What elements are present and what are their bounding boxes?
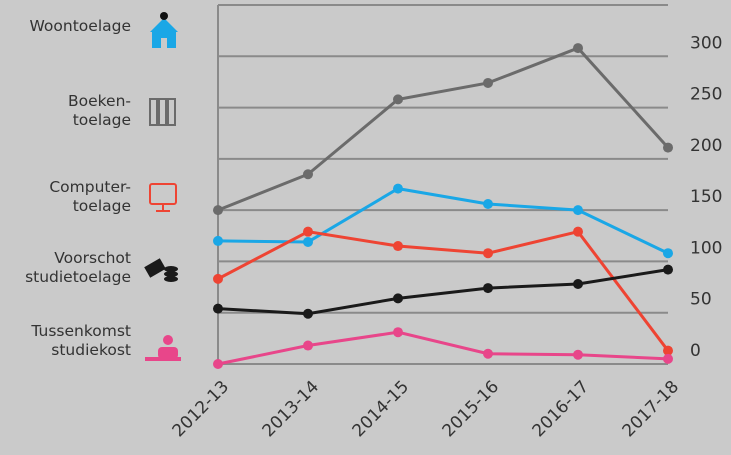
icon-monitor xyxy=(149,183,177,212)
data-point xyxy=(393,94,403,105)
y-tick-label: 100 xyxy=(690,238,722,258)
y-tick-label: 150 xyxy=(690,187,722,207)
data-point xyxy=(303,340,313,351)
data-point xyxy=(483,198,493,209)
series-line xyxy=(217,268,669,316)
y-tick-label: 200 xyxy=(690,136,722,156)
data-point xyxy=(663,264,673,275)
data-point xyxy=(303,169,313,180)
x-tick-label: 2013-14 xyxy=(259,377,323,441)
data-point xyxy=(213,205,223,216)
x-tick-label: 2014-15 xyxy=(349,377,413,441)
data-point xyxy=(213,359,223,369)
data-point xyxy=(393,327,403,338)
data-point xyxy=(573,205,583,216)
data-point xyxy=(213,273,223,284)
data-point xyxy=(483,77,493,88)
series-line xyxy=(217,46,670,212)
series-line xyxy=(217,229,670,352)
y-tick-label: 250 xyxy=(690,85,722,105)
x-tick-label: 2016-17 xyxy=(529,377,593,441)
icon-house xyxy=(150,12,178,48)
y-tick-label: 300 xyxy=(690,33,722,53)
data-point xyxy=(573,349,583,360)
data-point xyxy=(573,278,583,289)
data-point xyxy=(663,142,673,153)
data-point xyxy=(213,235,223,246)
data-point xyxy=(483,248,493,259)
data-point xyxy=(663,248,673,259)
legend-label: Boeken- toelage xyxy=(67,92,131,129)
data-point xyxy=(573,43,583,54)
data-point xyxy=(213,303,223,314)
legend-label: Voorschot studietoelage xyxy=(25,249,131,286)
x-tick-label: 2017-18 xyxy=(619,377,683,441)
data-point xyxy=(663,345,673,356)
legend-label: Computer- toelage xyxy=(49,178,131,215)
legend-label: Tussenkomst studiekost xyxy=(31,322,131,359)
data-point xyxy=(303,226,313,237)
x-tick-label: 2012-13 xyxy=(169,377,233,441)
data-point xyxy=(393,183,403,194)
y-tick-label: 50 xyxy=(690,290,712,310)
data-point xyxy=(393,241,403,252)
x-tick-label: 2015-16 xyxy=(439,377,503,441)
data-point xyxy=(483,348,493,359)
data-point xyxy=(573,226,583,237)
icon-money xyxy=(144,258,178,282)
icon-books xyxy=(149,98,176,126)
icon-person xyxy=(145,335,181,361)
data-point xyxy=(303,308,313,319)
data-point xyxy=(393,293,403,304)
data-point xyxy=(663,353,673,364)
series-line xyxy=(217,330,669,366)
data-point xyxy=(303,236,313,247)
data-point xyxy=(483,283,493,294)
series-line xyxy=(217,187,669,255)
legend-label: Woontoelage xyxy=(29,17,131,35)
y-tick-label: 0 xyxy=(690,341,701,361)
